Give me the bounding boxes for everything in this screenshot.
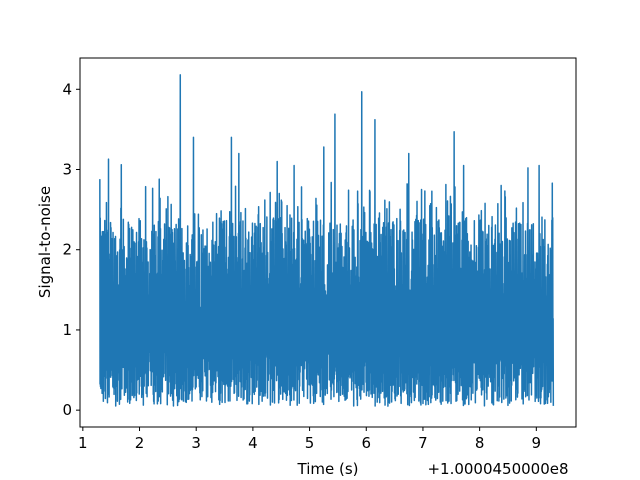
y-tick-label: 1 [62,321,72,339]
x-axis-label: Time (s) [297,460,359,478]
snr-series-line [99,74,555,407]
y-tick-label: 4 [62,80,72,98]
y-axis-label: Signal-to-noise [36,186,54,298]
x-axis-offset-label: +1.0000450000e8 [427,460,568,478]
x-axis-ticks: 1 2 3 4 5 6 7 8 9 [78,427,541,452]
y-tick-label: 3 [62,161,72,179]
x-tick-label: 7 [418,434,428,452]
x-tick-label: 1 [78,434,88,452]
y-axis-ticks: 0 1 2 3 4 [62,80,80,419]
axes-frame [79,57,577,428]
y-tick-label: 0 [62,401,72,419]
x-tick-label: 5 [305,434,315,452]
x-tick-label: 8 [475,434,485,452]
plot-layer [99,74,555,407]
x-tick-label: 4 [248,434,258,452]
x-tick-label: 9 [532,434,542,452]
x-tick-label: 3 [191,434,201,452]
x-tick-label: 2 [135,434,145,452]
x-tick-label: 6 [361,434,371,452]
y-tick-label: 2 [62,241,72,259]
